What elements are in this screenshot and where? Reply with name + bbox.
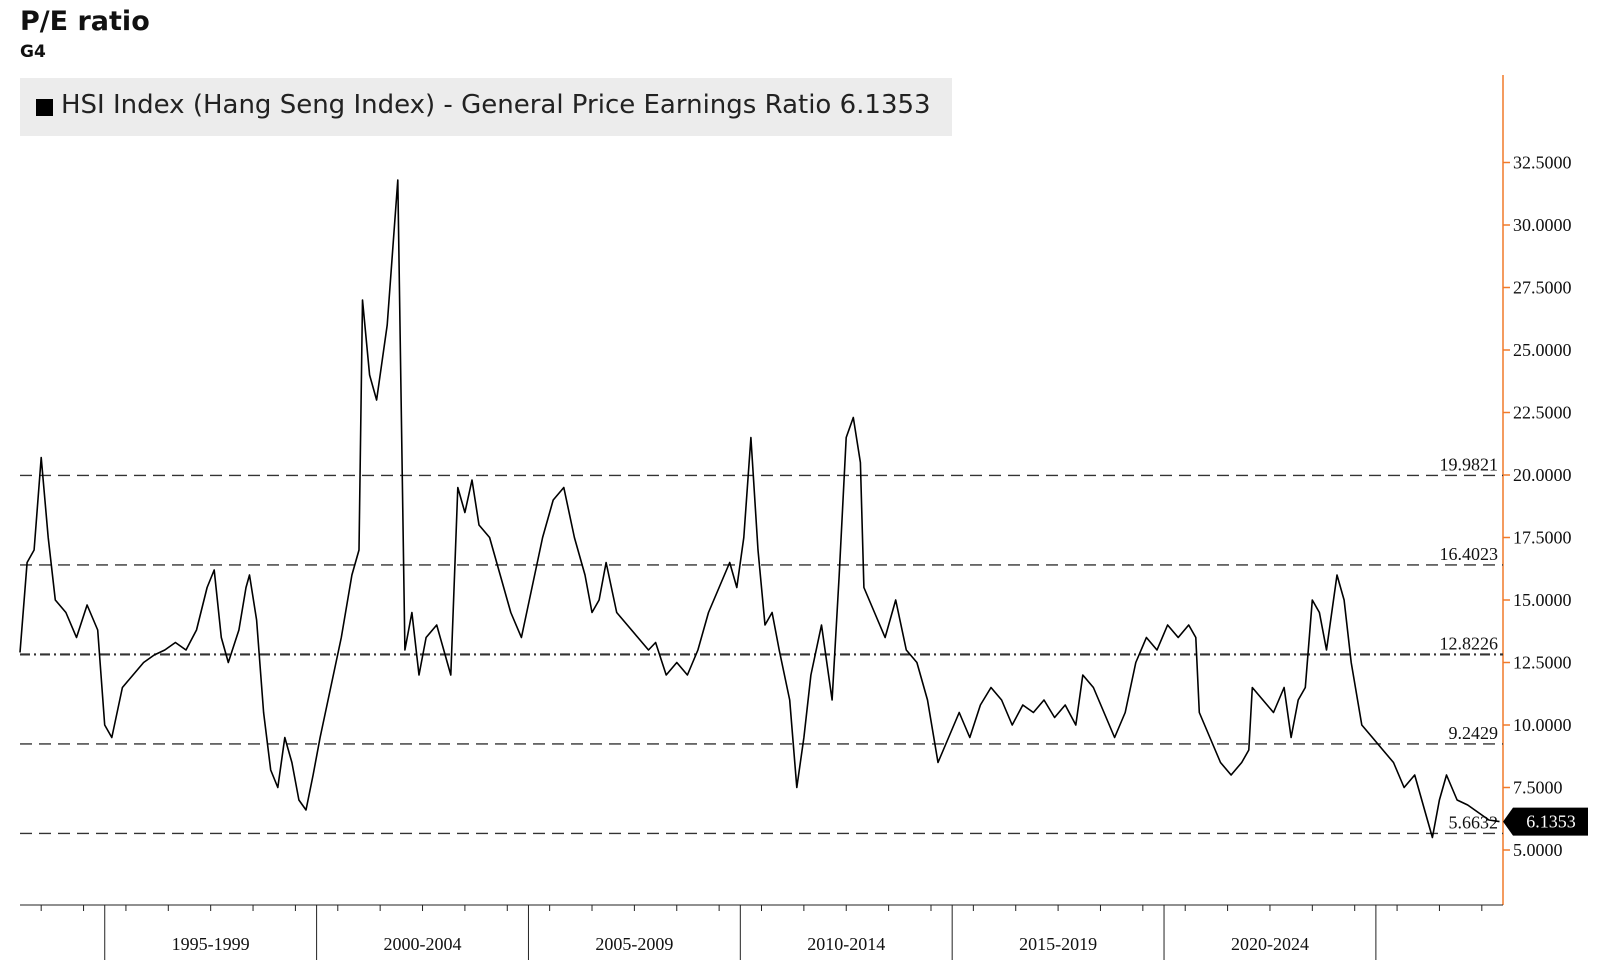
- last-value-tag: [1503, 807, 1588, 836]
- x-period-label: 2010-2014: [807, 934, 885, 954]
- y-tick-label: 27.5000: [1513, 278, 1572, 298]
- y-tick-label: 32.5000: [1513, 153, 1572, 173]
- reference-line-label: 9.2429: [1449, 723, 1499, 743]
- x-period-label: 2005-2009: [595, 934, 673, 954]
- reference-line-label: 19.9821: [1440, 454, 1499, 474]
- y-tick-label: 5.0000: [1513, 840, 1563, 860]
- chart-title: P/E ratio: [20, 6, 150, 37]
- y-tick-label: 22.5000: [1513, 403, 1572, 423]
- y-tick-label: 20.0000: [1513, 465, 1572, 485]
- y-tick-label: 25.0000: [1513, 340, 1572, 360]
- series-line: [19, 179, 1500, 839]
- legend-swatch: [36, 99, 53, 116]
- y-tick-label: 17.5000: [1513, 528, 1572, 548]
- x-period-label: 2015-2019: [1019, 934, 1097, 954]
- y-tick-label: 7.5000: [1513, 778, 1563, 798]
- x-period-label: 2020-2024: [1231, 934, 1309, 954]
- reference-line-label: 16.4023: [1440, 544, 1499, 564]
- x-period-label: 2000-2004: [384, 934, 462, 954]
- last-value-label: 6.1353: [1526, 812, 1576, 832]
- reference-line-label: 5.6632: [1449, 812, 1499, 832]
- legend: HSI Index (Hang Seng Index) - General Pr…: [20, 78, 952, 136]
- chart-subtitle: G4: [20, 42, 46, 62]
- y-tick-label: 12.5000: [1513, 653, 1572, 673]
- legend-label: HSI Index (Hang Seng Index) - General Pr…: [61, 90, 931, 120]
- reference-line-label: 12.8226: [1440, 633, 1499, 653]
- y-tick-label: 30.0000: [1513, 215, 1572, 235]
- x-period-label: 1995-1999: [172, 934, 250, 954]
- y-tick-label: 10.0000: [1513, 715, 1572, 735]
- y-tick-label: 15.0000: [1513, 590, 1572, 610]
